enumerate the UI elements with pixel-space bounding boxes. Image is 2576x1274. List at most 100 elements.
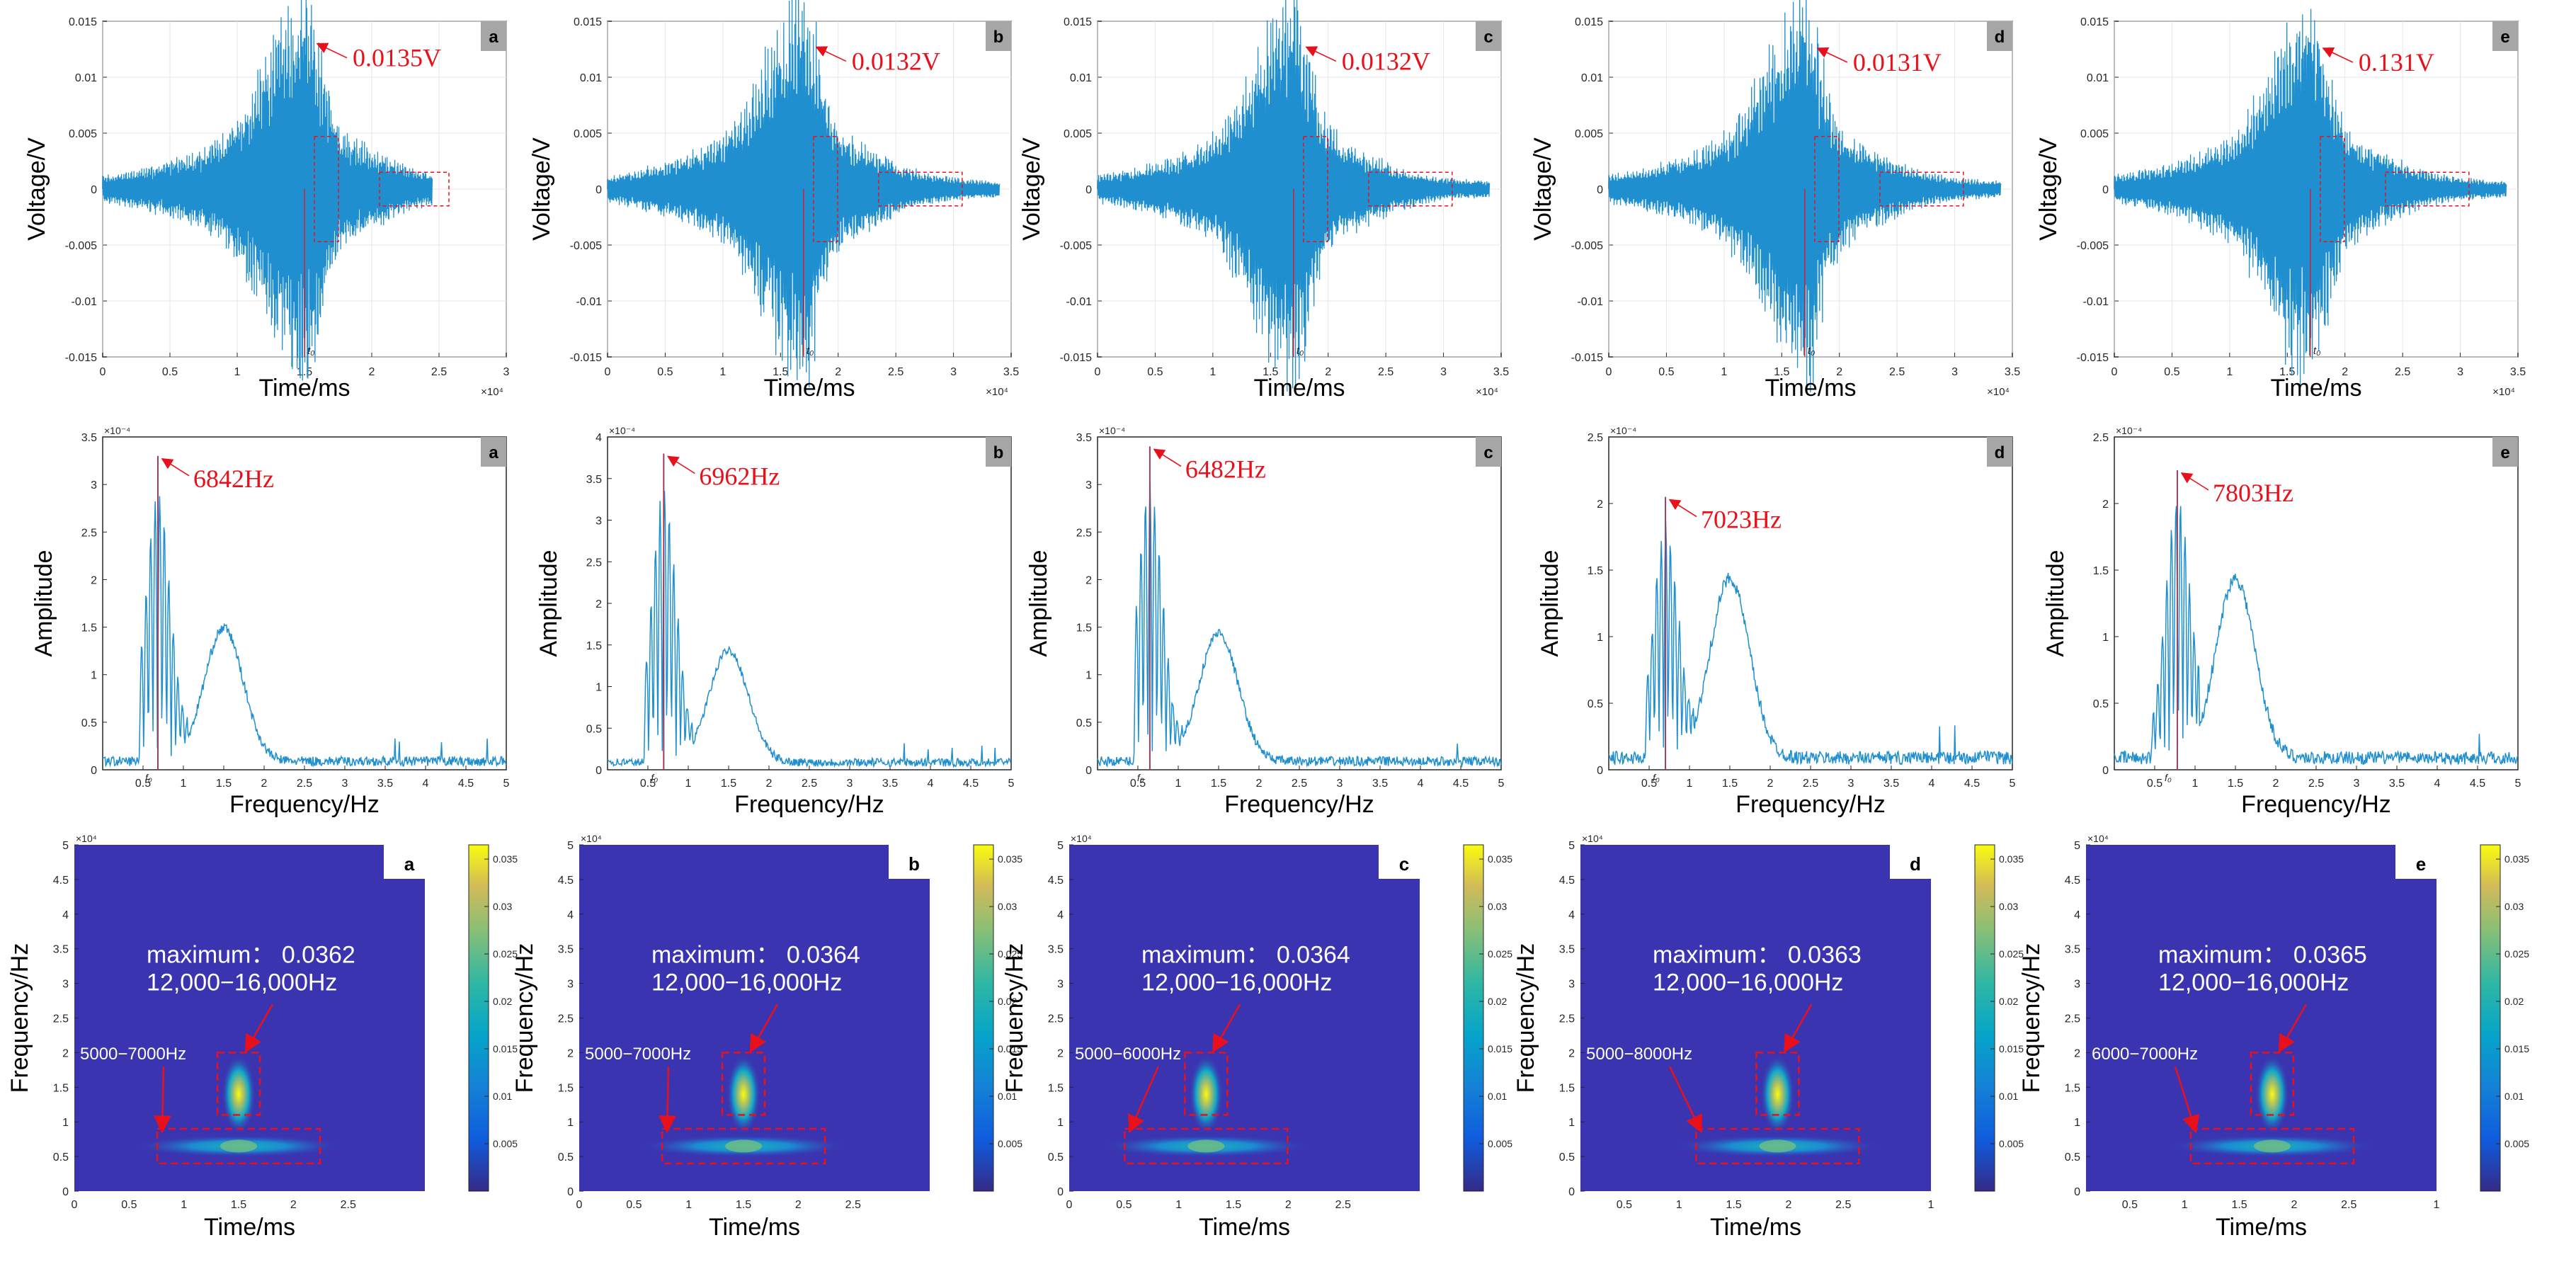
x-tick-label: 1 xyxy=(2226,366,2233,378)
y-axis-title: Voltage/V xyxy=(23,137,50,241)
x-tick-label: 2 xyxy=(795,1199,802,1211)
x-exponent: ×10⁴ xyxy=(2492,386,2515,398)
y-tick-label: 3 xyxy=(1057,979,1064,991)
coda-box xyxy=(1303,135,1328,243)
colorbar-tick-label: 0.005 xyxy=(998,1138,1022,1149)
y-tick-label: 0.5 xyxy=(2065,1151,2080,1164)
panel-label-a: a xyxy=(489,443,498,462)
panel-label-box xyxy=(1987,21,2012,51)
low-band-core xyxy=(220,1139,258,1153)
x-tick-label: 0.5 xyxy=(2164,366,2179,378)
x-tick-label: 3.5 xyxy=(2510,366,2526,378)
high-band-label: 12,000−16,000Hz xyxy=(1141,969,1332,996)
y-tick-label: 4.5 xyxy=(558,875,574,887)
maximum-label: maximum： 0.0362 xyxy=(147,941,355,968)
colorbar-tick-label: 0.035 xyxy=(1488,853,1512,865)
peak-freq-label: 6962Hz xyxy=(699,462,780,491)
colorbar-tick-label: 0.02 xyxy=(1488,996,1507,1007)
x-tick-label: 2 xyxy=(369,366,375,378)
x-axis-title: Time/ms xyxy=(258,375,350,402)
x-tick-label: 4.5 xyxy=(1453,778,1469,790)
x-tick-label: 1.5 xyxy=(1726,1199,1741,1211)
x-tick-label: 2.5 xyxy=(888,366,904,378)
y-tick-label: 1 xyxy=(1568,1117,1575,1129)
y-tick-label: 0.5 xyxy=(558,1151,574,1164)
x-tick-label: 1 xyxy=(1175,1199,1182,1211)
y-tick-label: -0.01 xyxy=(72,296,98,308)
f0-label: f₀ xyxy=(145,772,152,783)
x-tick-label: 0.5 xyxy=(135,778,151,790)
x-tick-label: 4 xyxy=(1929,778,1935,790)
x-axis-title: Frequency/Hz xyxy=(229,791,380,818)
y-exponent: ×10⁴ xyxy=(1582,833,1603,844)
high-band-box xyxy=(721,1052,766,1116)
colorbar-tick-label: 0.02 xyxy=(1999,996,2018,1007)
x-tick-label: 0 xyxy=(1606,366,1612,378)
y-exponent: ×10⁴ xyxy=(581,833,602,844)
x-tick-label: 5 xyxy=(1008,778,1015,790)
peak-arrow xyxy=(1668,499,1697,518)
x-tick-label: 3.5 xyxy=(1493,366,1509,378)
x-axis-title: Frequency/Hz xyxy=(2241,791,2391,818)
x-tick-label: 4.5 xyxy=(1964,778,1980,790)
x-tick-label: 3 xyxy=(1337,778,1343,790)
low-band-label: 5000−6000Hz xyxy=(1075,1045,1181,1064)
low-band-label: 5000−7000Hz xyxy=(80,1045,186,1064)
y-tick-label: 0 xyxy=(1085,184,1092,196)
peak-freq-label: 7803Hz xyxy=(2213,479,2293,507)
x-tick-label: 0.5 xyxy=(121,1199,137,1211)
x-tick-label: 0.5 xyxy=(1641,778,1657,790)
x-tick-label: 3 xyxy=(1848,778,1854,790)
low-band-core xyxy=(725,1139,763,1153)
y-tick-label: 1.5 xyxy=(2065,1082,2080,1094)
y-tick-label: 0 xyxy=(2102,765,2109,777)
peak-value-label: 0.0132V xyxy=(1342,47,1430,75)
panel-label-box xyxy=(384,845,425,879)
y-tick-label: 0 xyxy=(595,184,602,196)
spectrum-axes-c xyxy=(1097,436,1502,770)
x-tick-label: 2 xyxy=(835,366,841,378)
x-tick-label: 4 xyxy=(928,778,934,790)
panel-label-box xyxy=(986,21,1011,51)
y-tick-label: 0.015 xyxy=(1575,16,1603,28)
y-tick-label: 4.5 xyxy=(2065,875,2080,887)
y-tick-label: 2.5 xyxy=(1076,527,1092,539)
spectrum-series-e xyxy=(2114,506,2519,766)
y-tick-label: 0.5 xyxy=(1588,698,1603,710)
peak-value-label: 0.0131V xyxy=(1853,48,1942,76)
y-tick-label: 2.5 xyxy=(1048,1013,1064,1025)
x-tick-label: 1 xyxy=(181,1199,187,1211)
y-axis-title: Frequency/Hz xyxy=(6,943,33,1093)
x-tick-label: 0.5 xyxy=(1617,1199,1632,1211)
x-exponent: ×10⁴ xyxy=(1476,386,1498,398)
y-tick-label: 1.5 xyxy=(1076,622,1092,635)
y-axis-title: Frequency/Hz xyxy=(1512,943,1539,1093)
y-tick-label: 0 xyxy=(1057,1186,1064,1198)
x-axis-title: Time/ms xyxy=(1710,1214,1801,1241)
y-tick-label: 0.5 xyxy=(53,1151,69,1164)
x-tick-label: 2 xyxy=(1325,366,1331,378)
peak-arrow xyxy=(815,46,847,62)
y-tick-label: 2.5 xyxy=(81,527,97,539)
x-tick-label: 3 xyxy=(847,778,853,790)
y-tick-label: -0.015 xyxy=(65,352,97,364)
panel-label-e: e xyxy=(2500,443,2509,462)
high-band-label: 12,000−16,000Hz xyxy=(1653,969,1843,996)
t0-label: t₀ xyxy=(307,345,315,357)
y-axis-title: Amplitude xyxy=(535,550,562,656)
y-tick-label: -0.005 xyxy=(1060,240,1092,252)
x-tick-label: 2.5 xyxy=(1335,1199,1351,1211)
y-tick-label: 4.5 xyxy=(1048,875,1064,887)
x-axis-title: Time/ms xyxy=(1253,375,1345,402)
colorbar-tick-label: 0.025 xyxy=(493,948,518,960)
x-tick-label: 1.5 xyxy=(1226,1199,1241,1211)
low-band-box xyxy=(1695,1127,1860,1165)
y-tick-label: 1.5 xyxy=(53,1082,69,1094)
colorbar-tick-label: 0.035 xyxy=(493,853,518,865)
y-tick-label: 4 xyxy=(567,909,574,921)
colorbar-tick-label: 0.01 xyxy=(998,1091,1017,1102)
y-tick-label: 2 xyxy=(1085,574,1092,586)
x-tick-label: 1.5 xyxy=(2279,366,2295,378)
x-tick-label: 0.5 xyxy=(1147,366,1163,378)
y-tick-label: 3.5 xyxy=(1076,432,1092,444)
